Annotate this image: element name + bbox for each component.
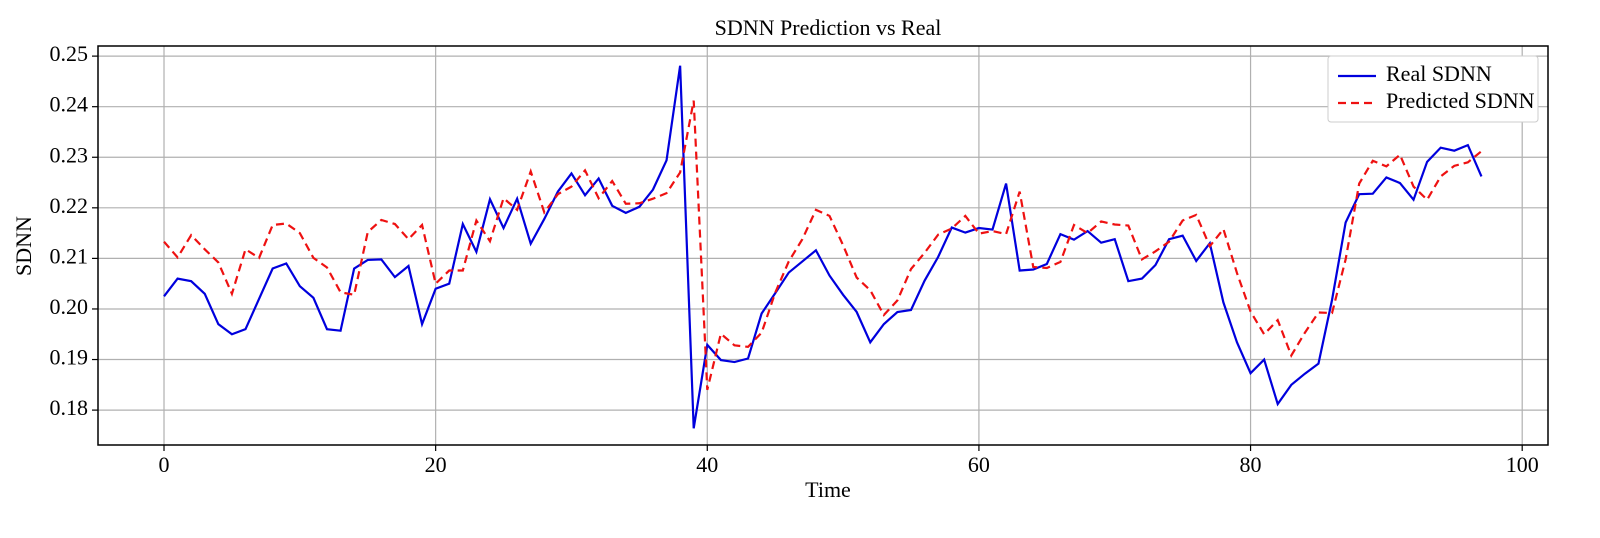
y-axis-label: SDNN bbox=[11, 216, 36, 276]
x-tick-label: 80 bbox=[1240, 452, 1262, 477]
y-tick-label: 0.23 bbox=[50, 142, 89, 167]
chart-title: SDNN Prediction vs Real bbox=[715, 15, 942, 40]
legend-box bbox=[1327, 55, 1539, 123]
y-tick-label: 0.20 bbox=[50, 294, 89, 319]
x-tick-label: 60 bbox=[968, 452, 990, 477]
plot-frame bbox=[97, 45, 1549, 446]
legend-label: Real SDNN bbox=[1386, 61, 1492, 86]
y-tick-label: 0.21 bbox=[50, 243, 89, 268]
y-tick-label: 0.18 bbox=[50, 395, 89, 420]
data-line bbox=[163, 100, 1483, 391]
y-tick-label: 0.25 bbox=[50, 41, 89, 66]
x-tick-label: 0 bbox=[159, 452, 170, 477]
x-tick-label: 40 bbox=[696, 452, 718, 477]
x-tick-label: 20 bbox=[425, 452, 447, 477]
y-tick-label: 0.19 bbox=[50, 345, 89, 370]
y-tick-label: 0.24 bbox=[50, 92, 89, 117]
legend-label: Predicted SDNN bbox=[1386, 88, 1535, 113]
x-axis-label: Time bbox=[805, 477, 851, 502]
data-line bbox=[163, 65, 1483, 429]
y-tick-label: 0.22 bbox=[50, 193, 89, 218]
x-tick-label: 100 bbox=[1506, 452, 1539, 477]
